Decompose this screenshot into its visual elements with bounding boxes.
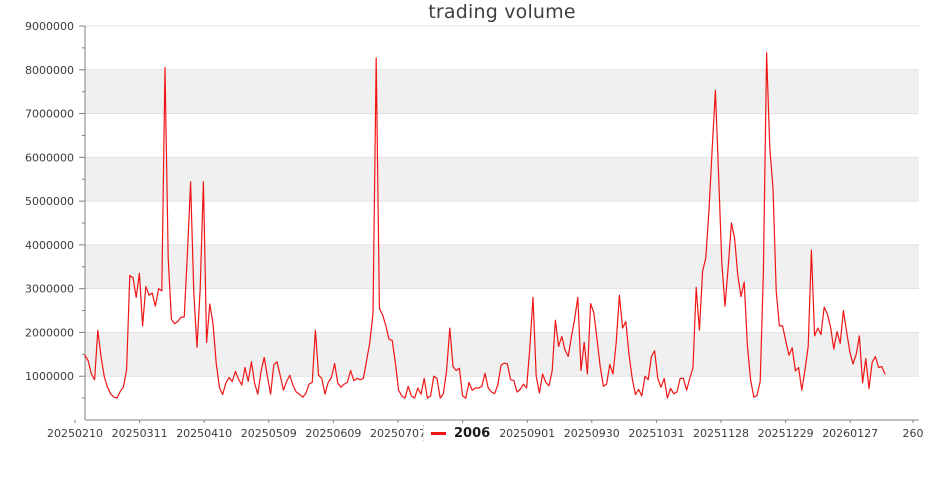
plot-band: [85, 157, 919, 202]
y-tick-label: 6000000: [25, 151, 74, 164]
y-tick-label: 4000000: [25, 239, 74, 252]
legend-line-marker: [431, 431, 446, 435]
x-tick-label: 20250901: [499, 427, 555, 440]
plot-band: [85, 244, 919, 289]
x-tick-label: 20260127: [822, 427, 878, 440]
chart-title: trading volume: [428, 1, 576, 23]
legend-series-label: 2006: [454, 425, 491, 441]
x-tick-label: 20251128: [693, 427, 749, 440]
x-tick-label: 20250410: [176, 427, 232, 440]
plot-band: [85, 332, 919, 377]
y-tick-label: 5000000: [25, 195, 74, 208]
x-tick-label: 20250609: [305, 427, 361, 440]
y-tick-label: 7000000: [25, 108, 74, 121]
y-tick-label: 8000000: [25, 64, 74, 77]
x-tick-label: 20250707: [370, 427, 426, 440]
x-tick-label: 20250210: [47, 427, 103, 440]
y-tick-label: 2000000: [25, 326, 74, 339]
x-tick-label: 260: [903, 427, 924, 440]
volume-series-line: [84, 52, 886, 399]
y-tick-label: 3000000: [25, 283, 74, 296]
x-tick-label: 20251229: [758, 427, 814, 440]
x-tick-label: 20250930: [564, 427, 620, 440]
plot-band: [85, 69, 919, 114]
y-tick-label: 9000000: [25, 20, 74, 33]
x-tick-label: 20250311: [112, 427, 168, 440]
y-tick-label: 1000000: [25, 370, 74, 383]
legend: 2006: [423, 425, 491, 441]
x-tick-label: 20251031: [628, 427, 684, 440]
x-tick-label: 20250509: [241, 427, 297, 440]
